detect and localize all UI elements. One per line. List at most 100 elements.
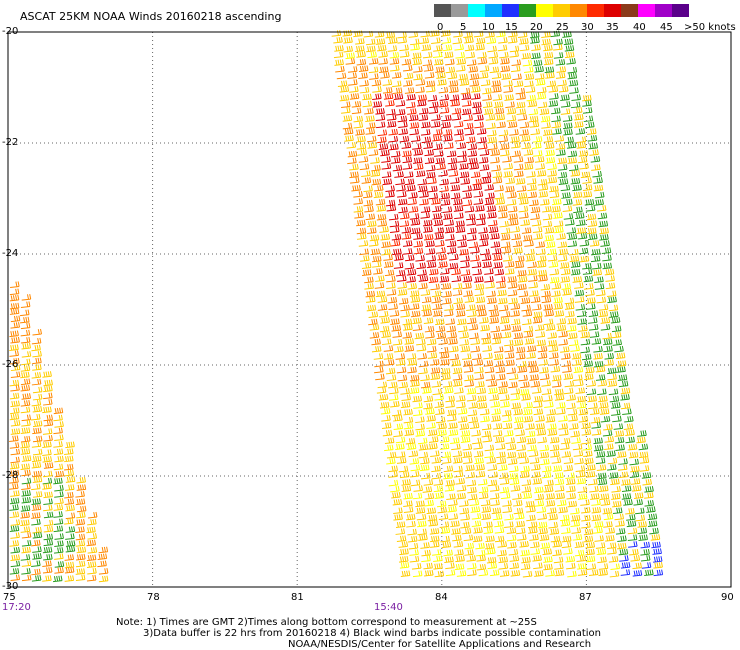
wind-barb <box>496 121 506 129</box>
wind-barb <box>455 226 466 234</box>
wind-barb <box>510 136 520 143</box>
wind-barb <box>54 561 65 568</box>
wind-barb <box>560 514 570 522</box>
wind-barb <box>559 262 570 269</box>
wind-barb <box>607 380 618 387</box>
wind-barb <box>388 465 398 473</box>
wind-barb <box>492 513 503 521</box>
wind-barb <box>506 367 517 375</box>
wind-barb <box>492 86 502 93</box>
wind-barb <box>449 94 460 102</box>
wind-barb <box>625 436 635 444</box>
wind-barb <box>533 150 543 157</box>
wind-barb <box>622 408 632 416</box>
wind-barb <box>498 304 509 312</box>
wind-barb <box>384 444 394 452</box>
wind-barb <box>597 388 607 396</box>
wind-barb <box>520 549 530 557</box>
wind-barb <box>580 499 590 506</box>
legend-swatch <box>536 4 553 17</box>
wind-barb <box>489 66 500 74</box>
wind-barb <box>526 437 537 445</box>
wind-barb <box>467 317 477 325</box>
wind-barb <box>421 549 431 557</box>
wind-barb <box>439 436 450 443</box>
wind-barb <box>517 534 527 541</box>
wind-barb <box>536 261 547 268</box>
wind-barb <box>381 163 392 170</box>
wind-barb <box>492 171 503 179</box>
wind-barb <box>585 289 595 297</box>
wind-barb <box>606 290 617 298</box>
wind-barb <box>42 566 53 574</box>
wind-barb <box>557 79 567 87</box>
wind-barb <box>626 520 637 528</box>
wind-barb <box>435 66 445 73</box>
lon-label-75: 75 <box>3 592 16 603</box>
wind-barb <box>620 402 631 410</box>
wind-barb <box>507 121 518 129</box>
wind-barb <box>520 465 530 473</box>
wind-barb <box>575 128 586 135</box>
wind-barb <box>541 471 552 479</box>
wind-barb <box>533 233 543 240</box>
wind-barb <box>532 142 542 150</box>
wind-barb <box>623 499 633 506</box>
wind-barb <box>535 79 546 86</box>
wind-barb <box>415 79 426 86</box>
wind-barb <box>385 100 395 107</box>
wind-barb <box>596 289 606 297</box>
wind-barb <box>512 240 523 248</box>
wind-barb <box>389 51 400 59</box>
wind-barb <box>443 549 453 557</box>
note-line-1: Note: 1) Times are GMT 2)Times along bot… <box>116 617 537 628</box>
wind-barb <box>508 297 518 305</box>
wind-barb <box>448 170 459 177</box>
wind-barb <box>362 100 373 108</box>
wind-barb <box>547 339 558 347</box>
wind-barb <box>459 500 469 507</box>
wind-barb <box>473 359 484 366</box>
wind-barb <box>439 94 450 101</box>
wind-barb <box>444 142 454 150</box>
wind-barb <box>511 150 522 158</box>
wind-barb <box>474 289 485 297</box>
wind-barb <box>551 121 562 129</box>
wind-barb <box>591 514 602 522</box>
wind-barb <box>522 234 533 242</box>
wind-barb <box>31 372 42 379</box>
wind-barb <box>602 338 613 346</box>
wind-barb <box>493 101 504 109</box>
wind-barb <box>602 332 612 340</box>
wind-barb <box>549 359 559 366</box>
wind-barb <box>554 310 565 317</box>
wind-barb <box>410 296 421 303</box>
wind-barb <box>370 170 381 177</box>
wind-barb <box>466 387 477 395</box>
wind-barb <box>585 366 595 374</box>
wind-barb <box>365 128 376 135</box>
wind-barb <box>629 458 639 466</box>
wind-barb <box>417 437 428 445</box>
wind-barb <box>613 423 624 430</box>
wind-barb <box>413 163 424 170</box>
wind-barb <box>400 310 410 318</box>
wind-barb <box>395 528 406 535</box>
wind-barb <box>404 178 415 186</box>
wind-barb <box>532 303 542 311</box>
wind-barb <box>566 492 576 500</box>
wind-barb <box>591 164 601 171</box>
wind-barb <box>356 51 366 58</box>
wind-barb <box>578 325 588 332</box>
wind-barb <box>368 318 378 326</box>
wind-barb <box>582 262 592 270</box>
wind-barb <box>520 297 531 305</box>
wind-barb <box>477 310 487 317</box>
wind-barb <box>548 521 558 529</box>
wind-barb <box>602 254 612 262</box>
wind-barb <box>491 247 502 255</box>
wind-barb <box>466 304 476 311</box>
wind-barb <box>612 507 623 514</box>
wind-barb <box>591 429 602 436</box>
wind-barb <box>355 45 365 52</box>
